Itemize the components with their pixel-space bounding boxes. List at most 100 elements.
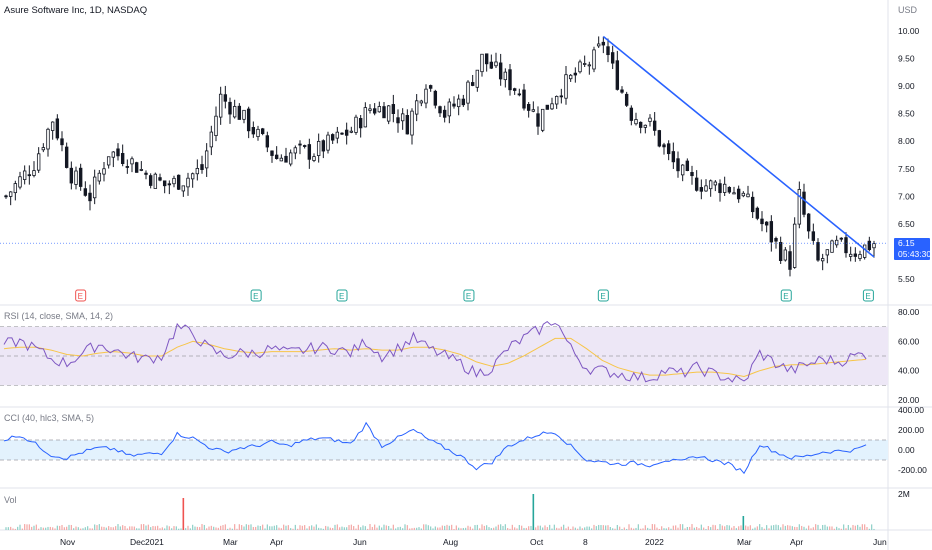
volume-bar (810, 528, 812, 530)
volume-bar (518, 524, 520, 530)
volume-bar (507, 528, 509, 530)
candle-body (671, 151, 676, 163)
volume-bar (831, 526, 833, 530)
volume-bar (796, 527, 798, 530)
volume-bar (343, 527, 345, 530)
candle-body (13, 183, 18, 194)
candle-body (32, 170, 36, 176)
volume-bar (770, 525, 772, 530)
volume-bar (455, 525, 457, 530)
volume-bar (546, 527, 548, 530)
candle-body (148, 175, 153, 186)
candle-body (218, 93, 223, 118)
volume-bar (719, 524, 721, 530)
volume-bar (698, 528, 700, 530)
volume-bar (350, 524, 352, 530)
volume-bar (49, 526, 51, 530)
volume-bar (504, 524, 506, 530)
volume-bar (164, 528, 166, 530)
candle-body (214, 115, 218, 136)
candle-body (736, 188, 741, 200)
volume-bar (192, 524, 194, 530)
volume-bar (341, 526, 343, 530)
volume-bar (850, 527, 852, 530)
candle-body (410, 110, 414, 136)
volume-bar (488, 527, 490, 530)
volume-bar (63, 527, 65, 530)
volume-bar (453, 528, 455, 530)
candle-body (288, 152, 293, 165)
volume-bar (822, 524, 824, 530)
time-tick-label: Apr (270, 537, 283, 547)
volume-bar (87, 526, 89, 530)
volume-bar (395, 528, 397, 530)
candle-body (321, 140, 326, 152)
earnings-marker-label: E (78, 292, 83, 301)
volume-bar (567, 526, 569, 530)
volume-bar (654, 524, 656, 530)
candle-body (186, 177, 190, 188)
candle-body (727, 186, 732, 193)
earnings-marker-label: E (600, 292, 605, 301)
volume-bar (551, 528, 553, 530)
candle-body (550, 103, 554, 110)
volume-bar (374, 524, 376, 530)
volume-bar (649, 528, 651, 530)
candle-body (279, 157, 284, 162)
volume-bar (691, 524, 693, 530)
volume-bar (369, 524, 371, 530)
volume-bar (726, 525, 728, 530)
volume-bar (299, 525, 301, 530)
volume-bar (276, 525, 278, 530)
candle-body (4, 195, 8, 198)
candle-body (634, 119, 638, 125)
candle-body (872, 243, 876, 249)
candle-body (844, 237, 848, 254)
volume-bar (728, 525, 730, 530)
earnings-marker (463, 289, 475, 302)
volume-bar (630, 527, 632, 530)
volume-bar (656, 527, 658, 530)
candle-body (74, 170, 78, 185)
volume-bar (145, 525, 147, 530)
volume-bar (738, 526, 740, 530)
volume-bar (371, 526, 373, 530)
volume-bar (26, 524, 28, 530)
candle-body (232, 106, 237, 118)
volume-bar (231, 528, 233, 530)
price-tick-label: 6.50 (898, 219, 915, 229)
volume-bar (110, 527, 112, 530)
candle-body (601, 41, 606, 46)
candle-body (27, 174, 32, 177)
volume-bar (444, 525, 446, 530)
candle-body (438, 106, 442, 114)
volume-bar (633, 528, 635, 530)
volume-bar (322, 528, 324, 530)
volume-bar (175, 526, 177, 530)
volume-bar (724, 526, 726, 530)
volume-bar (605, 525, 607, 530)
volume-bar (693, 527, 695, 530)
candle-body (195, 168, 200, 175)
candle-body (536, 113, 540, 127)
volume-bar (178, 528, 180, 530)
candle-body (349, 130, 354, 133)
volume-bar (357, 524, 359, 530)
volume-bar (560, 526, 562, 530)
candle-body (22, 170, 27, 180)
candle-body (60, 138, 64, 146)
price-tick-label: 7.00 (898, 191, 915, 201)
volume-bar (824, 524, 826, 530)
time-tick-label: Dec (130, 537, 146, 547)
volume-bar (467, 525, 469, 530)
volume-bar (432, 528, 434, 530)
volume-bar (826, 526, 828, 530)
candle-body (181, 185, 186, 192)
candle-body (125, 166, 130, 168)
volume-bar (521, 525, 523, 530)
candle-body (606, 46, 610, 56)
volume-bar (773, 525, 775, 530)
earnings-marker (597, 289, 609, 302)
volume-bar (556, 527, 558, 530)
